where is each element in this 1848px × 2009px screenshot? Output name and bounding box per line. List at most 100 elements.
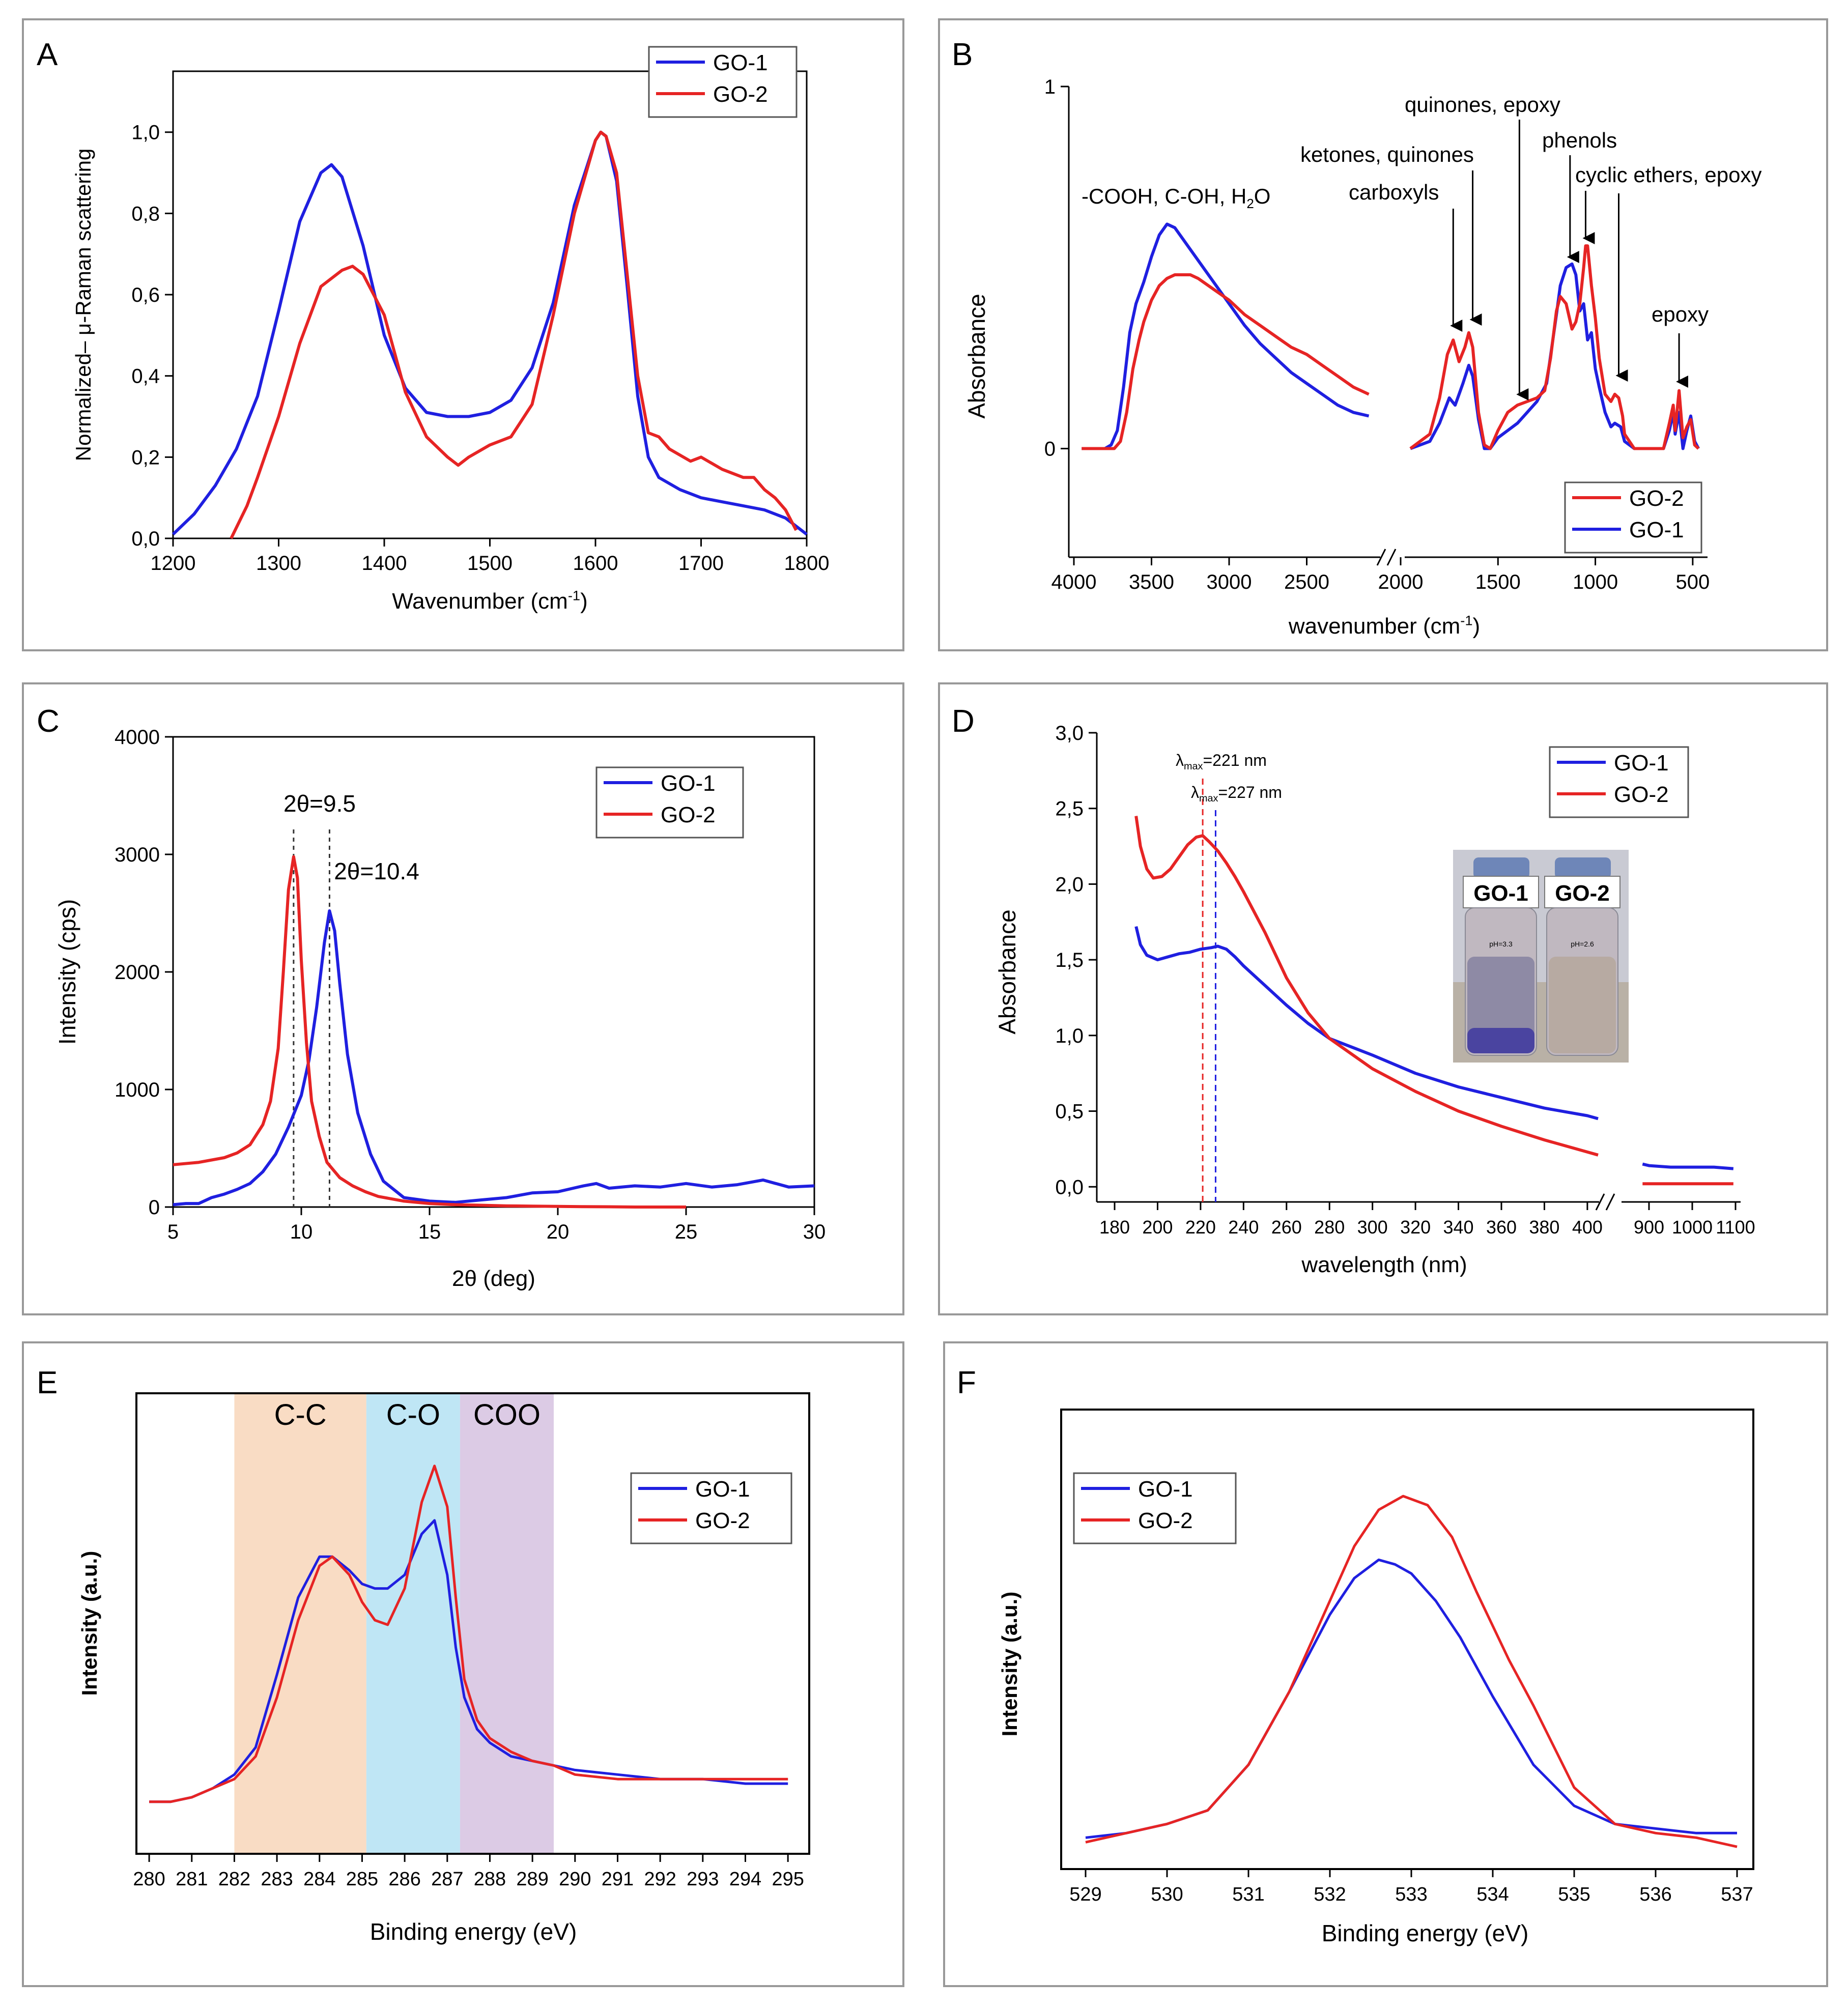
- vial-cap: [1473, 857, 1529, 879]
- y-tick-label: 2,5: [1055, 798, 1084, 820]
- vial-ph-text: pH=3.3: [1489, 940, 1513, 948]
- legend-label-go-1: GO-1: [1629, 518, 1684, 542]
- band-c-o: [366, 1393, 460, 1854]
- x-tick-label: 287: [431, 1869, 463, 1890]
- x-tick-label: 1200: [151, 552, 196, 575]
- x-tick-label: 292: [644, 1869, 676, 1890]
- axis-break-b: [1376, 549, 1386, 566]
- annotation-cooh-part: O: [1254, 184, 1271, 208]
- legend-label-go-2: GO-2: [1629, 486, 1684, 511]
- y-tick-label: 3000: [115, 844, 160, 866]
- vial-sediment: [1467, 1028, 1534, 1053]
- x-tick-label: 530: [1151, 1884, 1183, 1905]
- legend-label-go-1: GO-1: [695, 1477, 750, 1502]
- x-tick-label: 1000: [1573, 571, 1618, 593]
- annotation-lambda-go1-part: λ: [1191, 783, 1199, 801]
- x-tick-label: 286: [388, 1869, 420, 1890]
- series-d-go-2-seg1: [1134, 816, 1599, 1157]
- x-tick-label: 529: [1069, 1884, 1101, 1905]
- annotation-lambda-go2-part: =221 nm: [1203, 751, 1266, 769]
- x-tick-label: 1700: [678, 552, 724, 575]
- x-tick-label: 900: [1634, 1217, 1664, 1238]
- band-label-coo: COO: [473, 1398, 541, 1431]
- y-tick-label: 0,6: [131, 284, 160, 306]
- annotation-lambda-go1-part: =227 nm: [1218, 783, 1282, 801]
- legend-label-go-2: GO-2: [695, 1508, 750, 1533]
- x-tick-label: 220: [1185, 1217, 1216, 1238]
- series-b-go-1-seg2: [1410, 262, 1700, 450]
- x-tick-label: 291: [602, 1869, 634, 1890]
- band-c-c: [234, 1393, 366, 1854]
- annotation-peak-go2: 2θ=9.5: [283, 790, 356, 817]
- x-tick-label: 3000: [1207, 571, 1252, 593]
- annotation-epoxy: epoxy: [1652, 302, 1709, 326]
- x-tick-label: 300: [1357, 1217, 1388, 1238]
- x-tick-label: 260: [1271, 1217, 1302, 1238]
- band-label-c-o: C-O: [386, 1398, 440, 1431]
- x-axis-label: Binding energy (eV): [1322, 1920, 1529, 1946]
- y-axis-label: Absorbance: [963, 294, 990, 419]
- annotation-phenols: phenols: [1542, 128, 1617, 152]
- x-axis-label-part: wavenumber (cm: [1288, 614, 1460, 639]
- x-tick-label: 531: [1232, 1884, 1264, 1905]
- panel-f-frame: [943, 1341, 1828, 1987]
- x-tick-label: 320: [1400, 1217, 1431, 1238]
- x-tick-label: 360: [1486, 1217, 1517, 1238]
- legend-d: GO-1 GO-2: [1549, 746, 1689, 818]
- x-tick-label: 295: [772, 1869, 804, 1890]
- y-tick-label: 0,8: [131, 203, 160, 225]
- panel-a-frame: [22, 18, 904, 651]
- legend-label-go-2: GO-2: [1138, 1508, 1193, 1533]
- legend-d-box: [1549, 746, 1689, 818]
- vial-label-text: GO-1: [1473, 881, 1528, 906]
- plot-area-a: [172, 70, 808, 539]
- x-tick-label: 532: [1314, 1884, 1346, 1905]
- y-tick-label: 0: [149, 1196, 160, 1219]
- x-tick-label: 180: [1099, 1217, 1130, 1238]
- legend-e-box: [630, 1472, 792, 1544]
- series-d-go-1-seg1: [1134, 926, 1599, 1121]
- legend-c-box: [595, 766, 744, 839]
- x-axis-label-part: ): [1473, 614, 1481, 639]
- panel-c-frame: [22, 682, 904, 1315]
- x-tick-label: 2000: [1378, 571, 1424, 593]
- panel-e-frame: [22, 1341, 904, 1987]
- series-c-go-1: [173, 909, 815, 1207]
- annotation-cooh-part: 2: [1246, 196, 1254, 211]
- x-axis-label: wavenumber (cm-1): [1288, 612, 1480, 639]
- legend-e: GO-1 GO-2: [630, 1472, 792, 1544]
- y-tick-label: 1,0: [1055, 1025, 1084, 1047]
- x-axis-label: 2θ (deg): [452, 1266, 535, 1291]
- y-axis-label: Intensity (a.u.): [77, 1551, 101, 1696]
- axis-break-b: [1386, 549, 1397, 566]
- annotation-cyclic-ethers: cyclic ethers, epoxy: [1575, 163, 1761, 187]
- panel-letter-A: A: [37, 37, 58, 72]
- x-axis-label: Wavenumber (cm-1): [392, 587, 587, 614]
- x-axis-label-part: ): [580, 589, 588, 614]
- legend-label-go-2: GO-2: [661, 802, 716, 827]
- panel-letter-F: F: [957, 1365, 976, 1400]
- vial-liquid: [1549, 957, 1616, 1053]
- y-tick-label: 0,4: [131, 365, 160, 388]
- y-tick-label: 2000: [115, 961, 160, 984]
- x-tick-label: 534: [1476, 1884, 1509, 1905]
- x-tick-label: 1000: [1672, 1217, 1713, 1238]
- legend-label-go-1: GO-1: [661, 771, 716, 796]
- y-tick-label: 1000: [115, 1079, 160, 1101]
- legend-f-box: [1073, 1472, 1237, 1544]
- legend-c: GO-1 GO-2: [595, 766, 744, 839]
- plot-area-f: [1060, 1409, 1754, 1870]
- legend-label-go-2: GO-2: [1614, 782, 1669, 807]
- series-d-go-1-seg2: [1642, 1162, 1734, 1170]
- panel-b-frame: [938, 18, 1828, 651]
- panel-letter-D: D: [952, 704, 975, 739]
- axis-break-d: [1595, 1193, 1605, 1211]
- x-tick-label: 500: [1675, 571, 1710, 593]
- series-f-go-1: [1085, 1558, 1737, 1839]
- series-c-go-2: [173, 855, 686, 1209]
- vial-label-text: GO-2: [1555, 881, 1610, 906]
- y-tick-label: 1: [1044, 76, 1056, 98]
- y-tick-label: 2,0: [1055, 873, 1084, 896]
- series-e-go-1: [149, 1519, 788, 1803]
